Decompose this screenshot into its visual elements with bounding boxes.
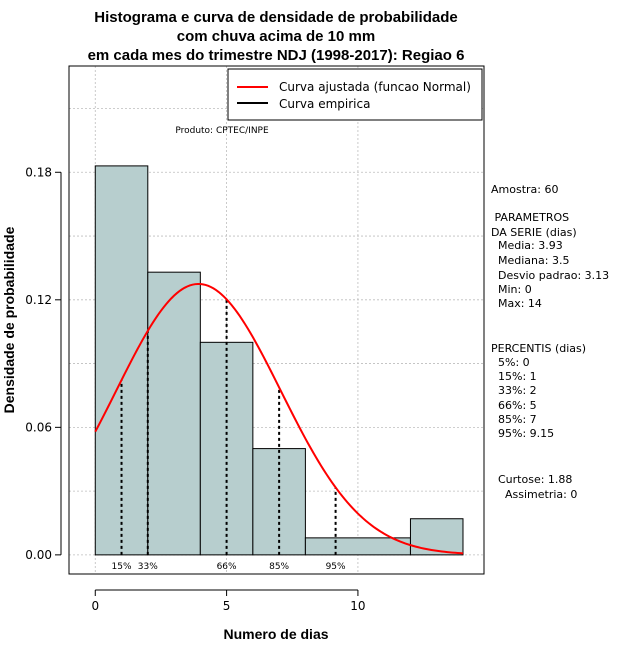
x-axis-title: Numero de dias: [223, 626, 328, 642]
percentile-label: 85%: [269, 562, 289, 572]
histogram-bar: [147, 271, 201, 556]
stats-line: DA SERIE (dias): [491, 226, 577, 239]
normal-fit-curve: [94, 282, 464, 555]
stats-line: 5%: 0: [491, 356, 530, 369]
stats-line: Assimetria: 0: [498, 488, 577, 501]
x-tick-label: 0: [91, 599, 99, 613]
plot-frame: [68, 65, 485, 575]
x-axis: 0 5 10: [91, 589, 366, 613]
stats-line: 33%: 2: [491, 384, 537, 397]
histogram-bar: [409, 518, 464, 556]
legend-label-empirical: Curva empirica: [279, 97, 370, 111]
chart-title-line-3: em cada mes do trimestre NDJ (1998-2017)…: [88, 47, 465, 64]
legend-box: [227, 68, 483, 121]
stats-line: Max: 14: [491, 297, 542, 310]
stats-line: 66%: 5: [491, 399, 537, 412]
histogram-bar: [304, 537, 411, 556]
stats-panel: Amostra: 60 PARAMETROS DA SERIE (dias) Me…: [491, 183, 609, 501]
chart-title-line-2: com chuva acima de 10 mm: [177, 28, 375, 45]
stats-line: 85%: 7: [491, 413, 537, 426]
stats-line: Curtose: 1.88: [498, 473, 572, 486]
stats-line: 95%: 9.15: [491, 427, 554, 440]
stats-line: Mediana: 3.5: [491, 254, 569, 267]
legend-label-fit: Curva ajustada (funcao Normal): [279, 80, 471, 94]
product-annotation: Produto: CPTEC/INPE: [175, 126, 269, 136]
stats-line: Amostra: 60: [491, 183, 558, 196]
y-axis-title: Densidade de probabilidade: [1, 226, 17, 413]
y-axis: 0.00 0.06 0.12 0.18: [25, 165, 62, 562]
percentile-label: 66%: [217, 562, 237, 572]
histogram-bar: [252, 448, 306, 556]
stats-line: Desvio padrao: 3.13: [491, 269, 609, 282]
percentile-labels: 15% 33% 66% 85% 95%: [112, 562, 347, 572]
percentile-label: 33%: [138, 562, 158, 572]
y-tick-label: 0.00: [25, 548, 52, 562]
fit-curve-layer: [94, 282, 464, 555]
stats-line: PARAMETROS: [491, 211, 569, 224]
percentile-label: 95%: [326, 562, 346, 572]
percentile-lines: [120, 299, 337, 555]
legend: Curva ajustada (funcao Normal) Curva emp…: [227, 68, 483, 121]
stats-line: PERCENTIS (dias): [491, 342, 586, 355]
y-tick-label: 0.18: [25, 165, 52, 179]
x-tick-label: 5: [223, 599, 231, 613]
stats-line: 15%: 1: [491, 370, 537, 383]
chart-title-line-1: Histograma e curva de densidade de proba…: [94, 9, 457, 26]
y-tick-label: 0.12: [25, 293, 52, 307]
stats-line: Media: 3.93: [491, 239, 563, 252]
stats-line: Min: 0: [491, 283, 532, 296]
y-tick-label: 0.06: [25, 420, 52, 434]
histogram-bars: [94, 165, 464, 556]
histogram-bar: [94, 165, 149, 556]
percentile-label: 15%: [112, 562, 132, 572]
x-tick-label: 10: [350, 599, 365, 613]
